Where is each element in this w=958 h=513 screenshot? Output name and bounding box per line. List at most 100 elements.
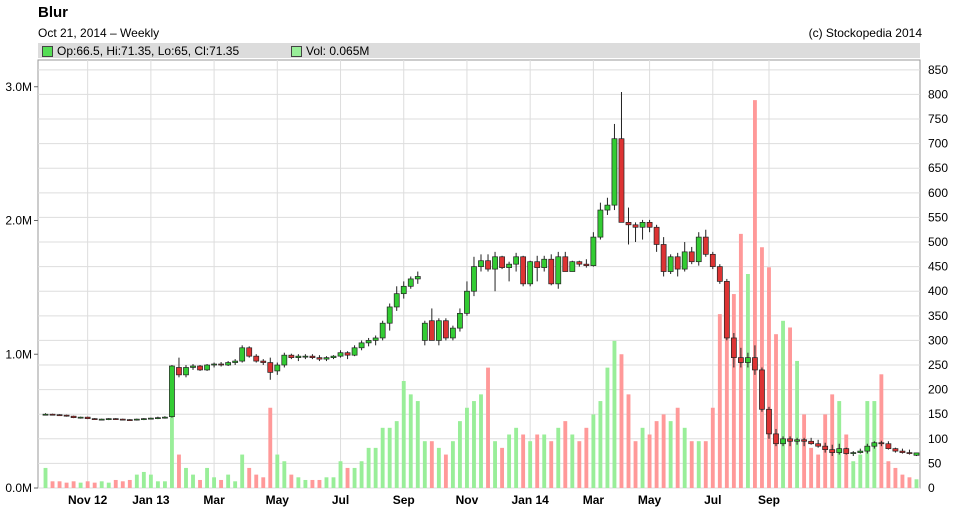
volume-bar — [50, 481, 55, 488]
volume-bar — [633, 441, 638, 488]
volume-bar — [465, 407, 469, 488]
candle-body — [632, 224, 639, 228]
volume-bar — [668, 421, 673, 488]
candle-body — [569, 261, 576, 272]
volume-bar — [92, 482, 97, 488]
candle-body — [492, 256, 498, 270]
volume-bar — [542, 434, 547, 488]
x-tick-label: Sep — [393, 493, 415, 507]
volume-bar — [556, 427, 561, 488]
volume-bar — [177, 454, 181, 488]
candle-body — [513, 256, 519, 265]
candle-body — [246, 347, 253, 357]
candle-body — [302, 355, 309, 358]
candle-body — [225, 362, 232, 366]
candle-body — [752, 357, 758, 371]
volume-bar — [359, 461, 364, 488]
plot-area — [37, 59, 921, 489]
candle-body — [709, 253, 716, 267]
price-tick-label: 300 — [928, 333, 948, 347]
volume-bar — [907, 477, 912, 488]
candle-body — [316, 357, 323, 360]
volume-bar — [816, 454, 821, 488]
volume-bar — [268, 407, 273, 488]
volume-bar — [170, 414, 174, 488]
x-tick-label: Jan 14 — [511, 493, 549, 507]
volume-legend-text: Vol: 0.065M — [306, 44, 370, 58]
candle-body — [197, 365, 203, 371]
candle-body — [653, 226, 660, 245]
candle-body — [541, 258, 548, 268]
volume-bar — [535, 434, 540, 488]
candle-body — [604, 204, 611, 211]
candle-body — [759, 369, 765, 410]
candle-body — [667, 256, 674, 272]
candle-body — [274, 364, 281, 372]
candle-body — [688, 251, 695, 263]
candle-body — [506, 263, 512, 268]
volume-bar — [774, 334, 778, 488]
volume-bar — [479, 394, 483, 488]
candle-body — [344, 352, 351, 356]
candle-body — [323, 357, 330, 360]
volume-bar — [626, 394, 631, 488]
ohlc-legend: Op:66.5, Hi:71.35, Lo:65, Cl:71.35 — [42, 44, 239, 58]
candle-body — [548, 258, 555, 285]
candle-body — [829, 449, 836, 453]
candle-body — [695, 236, 702, 263]
candle-body — [267, 362, 274, 373]
candle-body — [77, 416, 84, 419]
volume-bar — [710, 407, 715, 488]
volume-bar — [394, 421, 399, 488]
volume-bar — [387, 427, 392, 488]
candle-body — [527, 261, 534, 285]
volume-bar — [830, 394, 835, 488]
volume-bar — [703, 441, 708, 488]
candle-body — [913, 452, 920, 456]
volume-bar — [205, 467, 209, 488]
volume-bar — [282, 461, 287, 488]
candle-body — [407, 278, 414, 287]
x-tick-label: Nov — [456, 493, 479, 507]
candle-body — [211, 363, 217, 366]
volume-bar — [893, 467, 898, 488]
volume-bar — [654, 421, 659, 488]
volume-bar — [247, 467, 252, 488]
volume-bar — [338, 461, 343, 488]
candle-body — [372, 337, 379, 341]
candle-body — [576, 261, 583, 265]
volume-bar — [57, 481, 62, 488]
price-tick-label: 800 — [928, 87, 948, 101]
candle-body — [260, 360, 267, 363]
candle-body — [562, 256, 569, 272]
volume-bar — [373, 447, 378, 488]
candle-body — [133, 418, 140, 421]
candle-body — [850, 452, 857, 454]
x-tick-label: Jan 13 — [132, 493, 170, 507]
candle-body — [871, 442, 878, 447]
volume-bar — [99, 481, 104, 488]
price-tick-label: 250 — [928, 358, 948, 372]
candle-body — [716, 266, 723, 282]
x-tick-label: Mar — [203, 493, 225, 507]
chart-title: Blur — [38, 4, 68, 21]
price-tick-label: 200 — [928, 383, 948, 397]
volume-legend: Vol: 0.065M — [291, 44, 369, 58]
candle-body — [499, 256, 505, 268]
price-swatch-icon — [42, 45, 53, 57]
candle-body — [84, 416, 91, 419]
candle-body — [702, 236, 709, 255]
volume-bar — [619, 354, 624, 488]
volume-bar — [184, 467, 188, 488]
price-tick-label: 850 — [928, 63, 948, 77]
volume-bar — [851, 461, 856, 488]
candle-body — [435, 320, 442, 341]
volume-bar — [879, 374, 884, 488]
candle-body — [400, 285, 407, 295]
candle-body — [126, 419, 133, 421]
volume-swatch-icon — [291, 45, 302, 57]
volume-bar — [85, 481, 90, 488]
candle-body — [288, 354, 295, 358]
candle-body — [787, 438, 793, 442]
volume-bar — [802, 414, 807, 488]
